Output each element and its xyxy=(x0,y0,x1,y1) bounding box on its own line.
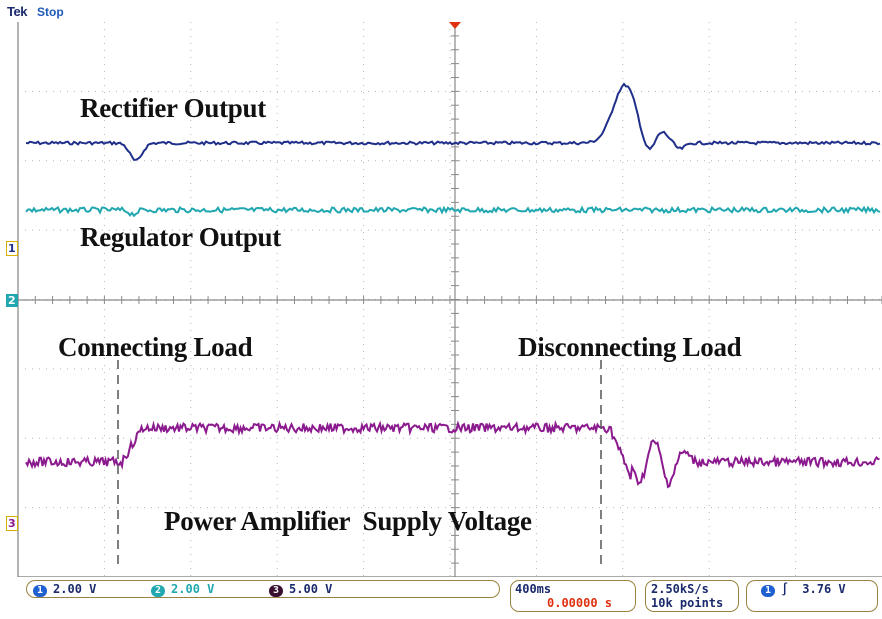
timebase-readout[interactable]: 400ms 0.00000 s xyxy=(510,580,636,612)
trace-ch3-amplifier xyxy=(25,419,880,489)
ch2-chip: 2 xyxy=(151,585,166,597)
ch3-scale-value: 5.00 V xyxy=(289,582,333,596)
trace-ch1-rectifier xyxy=(25,82,881,161)
label-disconnecting-load: Disconnecting Load xyxy=(518,332,742,362)
scope-display xyxy=(17,7,882,577)
record-length: 10k points xyxy=(651,596,724,610)
ch2-ground-marker[interactable]: 2 xyxy=(6,294,18,307)
trigger-marker-grid xyxy=(449,22,461,29)
waveform-traces xyxy=(25,82,881,489)
ch2-scale[interactable]: 2 2.00 V xyxy=(151,582,214,597)
ch1-ground-marker[interactable]: 1 xyxy=(6,241,18,256)
horizontal-position: 0.00000 s xyxy=(547,596,613,610)
rising-edge-icon: ∫ xyxy=(781,582,789,596)
ch1-marker-label: 1 xyxy=(6,241,18,256)
timebase-scale: 400ms xyxy=(515,582,552,596)
channel-scale-readout[interactable]: 1 2.00 V 2 2.00 V 3 5.00 V xyxy=(26,580,500,598)
ch1-scale[interactable]: 1 2.00 V xyxy=(33,582,96,597)
ch3-marker-label: 3 xyxy=(6,516,18,531)
ch2-scale-value: 2.00 V xyxy=(171,582,215,596)
label-regulator-output: Regulator Output xyxy=(80,222,281,252)
status-bar: Tek Stop xyxy=(0,0,882,22)
label-connecting-load: Connecting Load xyxy=(58,332,253,362)
trigger-level: 3.76 V xyxy=(802,582,846,596)
ch3-ground-marker[interactable]: 3 xyxy=(6,516,18,531)
ch1-chip: 1 xyxy=(33,585,48,597)
trace-ch2-regulator xyxy=(25,205,881,218)
acquisition-readout[interactable]: 2.50kS/s 10k points xyxy=(645,580,739,612)
label-power-amplifier: Power Amplifier Supply Voltage xyxy=(164,506,532,536)
label-rectifier-output: Rectifier Output xyxy=(80,93,266,123)
trigger-settings: 1 ∫ 3.76 V xyxy=(761,582,846,597)
sample-rate: 2.50kS/s xyxy=(651,582,709,596)
ch3-scale[interactable]: 3 5.00 V xyxy=(269,582,332,597)
graticule xyxy=(17,21,882,577)
trigger-readout[interactable]: 1 ∫ 3.76 V xyxy=(746,580,878,612)
brand-logo: Tek xyxy=(7,4,27,19)
ch2-marker-label: 2 xyxy=(6,294,18,307)
readout-bar: 1 2.00 V 2 2.00 V 3 5.00 V 400ms 0.00000 s … xyxy=(0,577,882,619)
trigger-source-chip: 1 xyxy=(761,585,776,597)
ch1-scale-value: 2.00 V xyxy=(53,582,97,596)
ch3-chip: 3 xyxy=(269,585,284,597)
acquisition-status: Stop xyxy=(37,5,64,19)
